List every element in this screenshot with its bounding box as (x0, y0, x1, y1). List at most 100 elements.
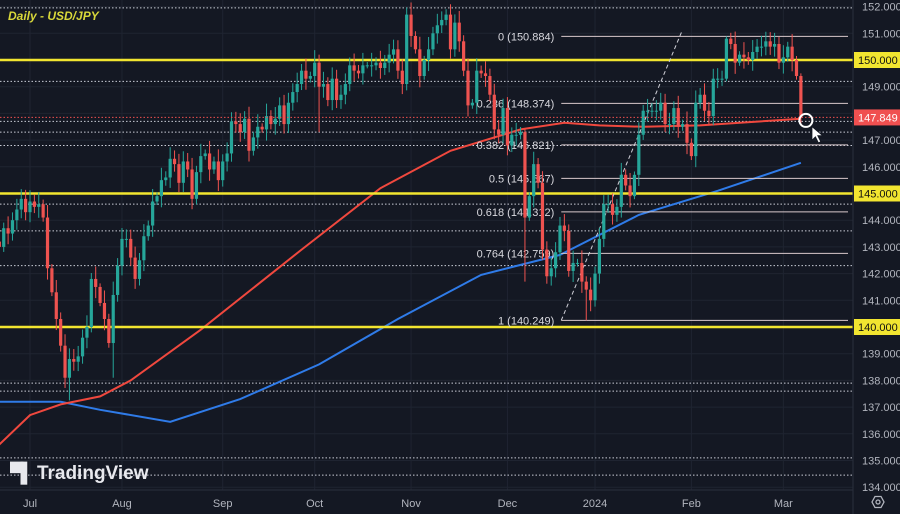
candle (177, 153, 181, 193)
time-axis-tick: Oct (306, 498, 323, 510)
candle-body (567, 230, 571, 271)
candle-body (15, 209, 19, 221)
candle (689, 138, 693, 161)
candle-body (737, 54, 742, 63)
candle-body (361, 65, 365, 74)
candle-body (593, 273, 597, 301)
candle (628, 173, 632, 208)
candle (6, 216, 10, 245)
candle-body (225, 153, 229, 162)
candle (733, 31, 737, 74)
candle (751, 40, 755, 71)
candle-body (483, 73, 488, 77)
candle (773, 32, 777, 57)
price-axis-tick: 147.000 (862, 135, 900, 147)
candle-body (155, 196, 159, 202)
candle (479, 65, 483, 78)
candle (45, 204, 50, 280)
candle (694, 90, 698, 168)
candle (554, 242, 558, 278)
candle (435, 13, 439, 44)
candle (409, 2, 413, 47)
candle (667, 112, 672, 135)
candle (234, 111, 238, 133)
candle-body (365, 65, 369, 67)
candle (98, 283, 102, 307)
fibonacci-level-label: 0.764 (142.759) (477, 248, 555, 260)
candle (716, 68, 720, 89)
candle-body (422, 60, 426, 77)
candle (532, 151, 536, 208)
candle (225, 142, 229, 172)
candle-body (400, 70, 404, 85)
candle (330, 67, 334, 111)
candle-body (72, 359, 76, 362)
candle-body (488, 76, 492, 95)
candle (518, 126, 523, 140)
candle (466, 58, 470, 117)
gear-outline (871, 495, 885, 509)
candle (637, 122, 641, 187)
price-axis-tick: 144.000 (862, 215, 900, 227)
candle (510, 127, 514, 153)
candle-body (164, 177, 168, 181)
candle (536, 158, 540, 189)
candle (286, 92, 291, 134)
candle (580, 250, 584, 293)
candle (63, 334, 67, 389)
candle (111, 281, 115, 378)
fibonacci-level-label: 0.618 (144.312) (477, 207, 555, 219)
candle (562, 214, 566, 242)
candle (326, 77, 330, 107)
candle-body (260, 126, 264, 130)
candle (365, 62, 369, 69)
candle-body (527, 196, 531, 218)
candle-body (497, 129, 501, 135)
candle-body (624, 174, 628, 186)
candle-body (694, 102, 698, 157)
candle-body (672, 108, 676, 125)
candle-body (59, 318, 63, 346)
candle-body (764, 41, 768, 47)
candle-body (733, 43, 737, 63)
candle (786, 41, 790, 62)
candle-body (304, 70, 308, 79)
candle-body (453, 22, 457, 50)
candle-body (308, 76, 312, 79)
candle-body (0, 241, 1, 247)
candle-body (295, 84, 299, 93)
candle-body (540, 182, 545, 250)
candle-body (615, 206, 619, 215)
candle (102, 290, 107, 331)
moving-average-slow-line (0, 161, 802, 423)
candle (681, 119, 685, 131)
candle (291, 83, 295, 111)
candle (589, 277, 593, 312)
settings-gear-icon[interactable] (871, 495, 885, 509)
candle (567, 224, 571, 277)
candle (15, 198, 19, 230)
candle (641, 105, 645, 140)
candle (777, 36, 781, 70)
candle-body (264, 116, 269, 130)
candle-body (676, 108, 680, 127)
fibonacci-level-label: 0.236 (148.374) (477, 98, 555, 110)
candle (527, 192, 531, 221)
candle (370, 52, 374, 77)
candle-body (777, 43, 781, 63)
candle-body (689, 142, 693, 157)
candle-body (729, 38, 733, 44)
candle-body (203, 153, 207, 157)
candle (343, 73, 347, 105)
candle (256, 114, 260, 149)
candle-body (716, 78, 720, 80)
candle (593, 266, 597, 307)
candle-body (159, 180, 163, 197)
candle (440, 11, 444, 34)
candle (540, 171, 545, 261)
candle-body (659, 102, 663, 111)
candle-body (628, 185, 632, 197)
candle (383, 54, 387, 75)
candle-body (698, 94, 702, 103)
